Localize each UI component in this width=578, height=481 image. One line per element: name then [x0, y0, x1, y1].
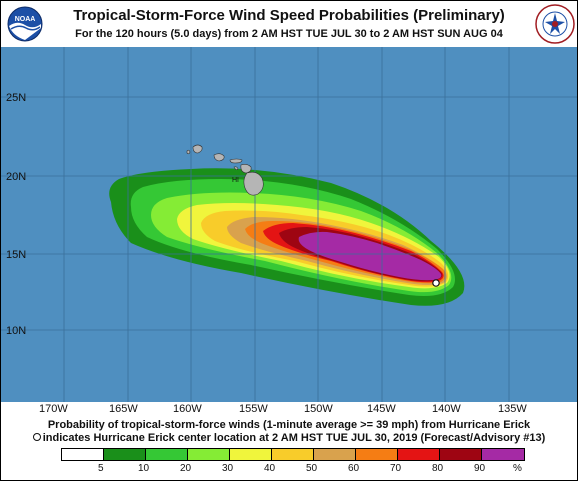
noaa-logo: NOAA [7, 6, 43, 42]
island-lanai [233, 166, 239, 170]
lat-label: 10N [6, 325, 26, 337]
header: NOAA Tropical-Storm-Force Wind Speed Pro… [1, 1, 577, 47]
lon-label: 155W [239, 403, 268, 415]
legend-swatch-5 [61, 448, 105, 461]
legend-swatch-30 [187, 448, 231, 461]
legend-swatch-10 [103, 448, 147, 461]
legend-swatch-20 [145, 448, 189, 461]
legend-label: 80 [432, 463, 444, 474]
legend-swatch-80 [397, 448, 441, 461]
island-kauai [192, 144, 203, 154]
legend-swatch-40 [229, 448, 273, 461]
center-location-circle-icon [32, 433, 41, 441]
legend-label: 90 [474, 463, 486, 474]
legend-label-percent: % [513, 463, 522, 474]
latitude-labels: 25N 20N 15N 10N [6, 92, 26, 337]
island-oahu [213, 153, 225, 162]
legend-label: 70 [390, 463, 402, 474]
lon-label: 140W [432, 403, 461, 415]
legend-label: 60 [348, 463, 360, 474]
page-title: Tropical-Storm-Force Wind Speed Probabil… [73, 7, 505, 24]
lon-label: 145W [367, 403, 396, 415]
legend-label: 30 [222, 463, 234, 474]
lon-label: 165W [109, 403, 138, 415]
island-maui [240, 164, 252, 174]
lon-label: 150W [304, 403, 333, 415]
legend-swatch-60 [313, 448, 357, 461]
lon-label: 160W [173, 403, 202, 415]
land-label-hi: HI [232, 177, 239, 184]
caption-line-2: indicates Hurricane Erick center locatio… [1, 432, 577, 445]
longitude-labels: 170W 165W 160W 155W 150W 145W 140W 135W [1, 403, 577, 417]
probability-map: HI 25N 20N 15N 10N [1, 47, 577, 419]
national-weather-service-logo [535, 4, 575, 44]
noaa-logo-text: NOAA [15, 16, 36, 23]
contour-90-percent [298, 231, 442, 281]
island-hawaii [243, 171, 264, 196]
legend-label: 5 [98, 463, 104, 474]
caption-line-1: Probability of tropical-storm-force wind… [47, 419, 531, 431]
island-niihau [186, 149, 191, 155]
hurricane-center-marker [432, 279, 440, 287]
island-molokai [229, 158, 243, 164]
lon-label: 135W [498, 403, 527, 415]
legend-label: 10 [138, 463, 150, 474]
probability-contours [109, 168, 465, 306]
legend-swatch-70 [355, 448, 399, 461]
lon-label: 170W [39, 403, 68, 415]
graticule [1, 47, 577, 419]
hawaiian-islands [186, 144, 264, 196]
page-subtitle: For the 120 hours (5.0 days) from 2 AM H… [75, 28, 503, 40]
lat-label: 20N [6, 171, 26, 183]
legend-swatch-50 [271, 448, 315, 461]
legend-label: 20 [180, 463, 192, 474]
legend-label: 40 [264, 463, 276, 474]
caption-line-2-text: indicates Hurricane Erick center locatio… [42, 432, 546, 444]
legend-label: 50 [306, 463, 318, 474]
lon-label-band [1, 402, 577, 419]
lat-label: 15N [6, 249, 26, 261]
legend-swatch-100 [481, 448, 525, 461]
caption: Probability of tropical-storm-force wind… [1, 419, 577, 445]
lat-label: 25N [6, 92, 26, 104]
legend-swatch-90 [439, 448, 483, 461]
